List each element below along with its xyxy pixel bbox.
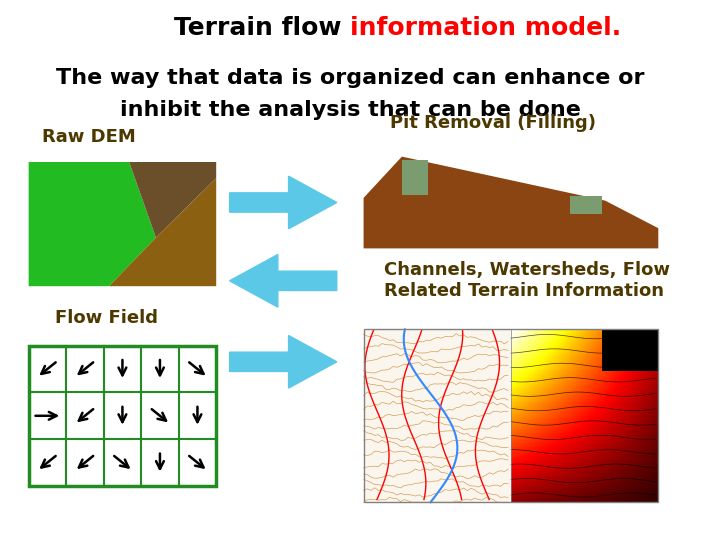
FancyArrow shape	[230, 335, 337, 388]
Polygon shape	[364, 157, 658, 248]
Text: information model.: information model.	[350, 16, 621, 40]
Text: Channels, Watersheds, Flow
Related Terrain Information: Channels, Watersheds, Flow Related Terra…	[384, 261, 670, 300]
Text: Raw DEM: Raw DEM	[42, 128, 136, 146]
Polygon shape	[109, 178, 216, 286]
Text: The way that data is organized can enhance or: The way that data is organized can enhan…	[56, 68, 644, 87]
Bar	[603, 329, 658, 371]
FancyArrow shape	[230, 176, 337, 229]
Bar	[402, 160, 428, 195]
Polygon shape	[129, 162, 216, 238]
Bar	[364, 329, 511, 502]
Text: Pit Removal (Filling): Pit Removal (Filling)	[390, 114, 596, 132]
Text: Flow Field: Flow Field	[55, 309, 158, 327]
Polygon shape	[29, 162, 156, 286]
Text: inhibit the analysis that can be done: inhibit the analysis that can be done	[120, 100, 580, 120]
Text: Terrain flow: Terrain flow	[174, 16, 350, 40]
Bar	[364, 329, 658, 502]
FancyArrow shape	[230, 254, 337, 307]
Bar	[570, 196, 603, 214]
Bar	[29, 346, 216, 486]
